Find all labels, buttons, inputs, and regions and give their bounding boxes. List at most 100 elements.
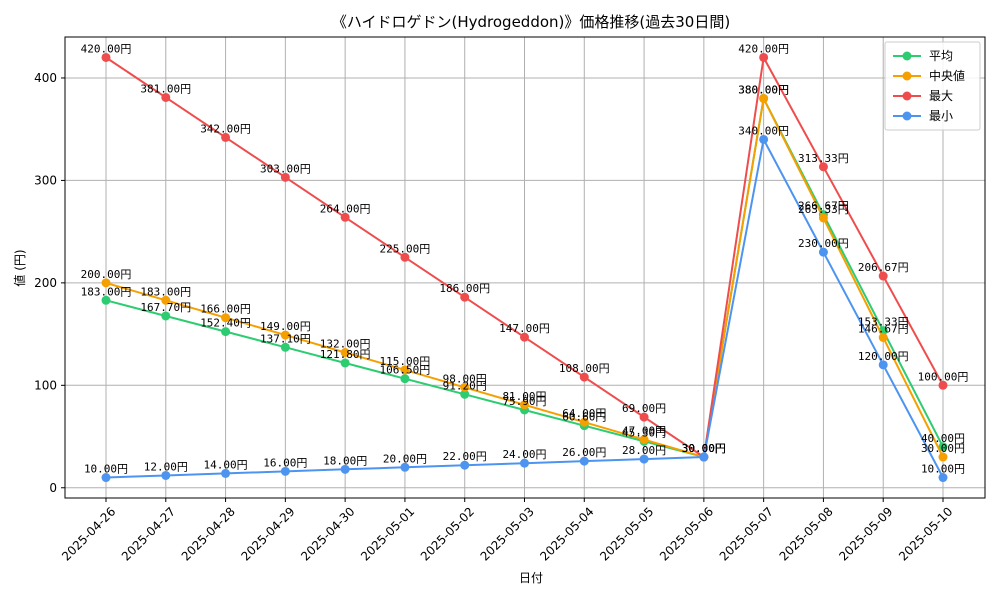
data-label: 166.00円 (200, 303, 251, 316)
data-point (340, 464, 350, 474)
legend-marker (902, 111, 912, 121)
legend-marker (902, 91, 912, 101)
data-point (280, 466, 290, 476)
data-label: 225.00円 (380, 242, 431, 255)
data-label: 45.30円 (622, 426, 666, 439)
data-point (759, 134, 769, 144)
data-point (579, 372, 589, 382)
data-label: 380.00円 (738, 83, 789, 96)
data-point (818, 247, 828, 257)
data-label: 263.33円 (798, 203, 849, 216)
data-label: 91.20円 (443, 379, 487, 392)
data-point (340, 358, 350, 368)
data-point (221, 468, 231, 478)
data-label: 230.00円 (798, 237, 849, 250)
data-label: 26.00円 (562, 446, 606, 459)
data-point (101, 52, 111, 62)
data-point (759, 93, 769, 103)
data-label: 106.50円 (380, 364, 431, 377)
data-label: 120.00円 (858, 350, 909, 363)
data-point (280, 172, 290, 182)
data-label: 380.00円 (738, 83, 789, 96)
data-label: 75.90円 (502, 395, 546, 408)
data-label: 81.00円 (502, 390, 546, 403)
data-point (938, 452, 948, 462)
data-point (400, 252, 410, 262)
data-point (101, 278, 111, 288)
data-label: 121.80円 (320, 348, 371, 361)
data-label: 146.67円 (858, 323, 909, 336)
legend-entry: 最小 (929, 109, 953, 123)
data-label: 100.00円 (918, 370, 969, 383)
data-label: 153.33円 (858, 316, 909, 329)
data-label: 12.00円 (144, 460, 188, 473)
data-label: 14.00円 (204, 458, 248, 471)
data-label: 264.00円 (320, 202, 371, 215)
data-point (699, 452, 709, 462)
data-point (639, 435, 649, 445)
data-label: 20.00円 (383, 452, 427, 465)
data-point (280, 342, 290, 352)
data-point (460, 460, 470, 470)
data-point (161, 311, 171, 321)
legend-entry: 最大 (929, 89, 953, 103)
data-point (878, 271, 888, 281)
data-labels: 183.00円 167.70円 152.40円 137.10円 121.80円 106.5… (81, 42, 969, 475)
legend-entry: 中央値 (929, 68, 965, 83)
data-point (221, 132, 231, 142)
y-tick-label: 200 (34, 276, 57, 290)
data-label: 266.67円 (798, 200, 849, 213)
data-point (460, 382, 470, 392)
data-point (161, 295, 171, 305)
data-point (579, 456, 589, 466)
data-point (759, 52, 769, 62)
data-point (878, 333, 888, 343)
data-point (639, 454, 649, 464)
legend-marker (902, 51, 912, 61)
data-point (221, 313, 231, 323)
y-axis-label: 値 (円) (12, 249, 27, 286)
data-point (520, 458, 529, 468)
data-point (818, 162, 828, 172)
data-label: 10.00円 (921, 463, 965, 476)
data-point (520, 332, 529, 342)
data-label: 30.00円 (682, 442, 726, 455)
data-label: 10.00円 (84, 463, 128, 476)
data-label: 98.00円 (443, 372, 487, 385)
data-point (101, 473, 111, 483)
y-tick-label: 0 (49, 481, 57, 495)
data-label: 108.00円 (559, 362, 610, 375)
data-label: 64.00円 (562, 407, 606, 420)
data-point (460, 292, 470, 302)
data-point (400, 365, 410, 375)
data-label: 22.00円 (443, 450, 487, 463)
data-label: 303.00円 (260, 162, 311, 175)
data-label: 420.00円 (738, 42, 789, 55)
legend-box (884, 41, 981, 131)
chart-title: 《ハイドロゲドン(Hydrogeddon)》価格推移(過去30日間) (332, 13, 730, 31)
data-label: 420.00円 (81, 42, 132, 55)
data-label: 40.00円 (921, 432, 965, 445)
data-label: 30.00円 (682, 442, 726, 455)
legend-entry: 平均 (929, 49, 953, 63)
data-label: 115.00円 (380, 355, 431, 368)
data-label: 69.00円 (622, 402, 666, 415)
y-tick-label: 100 (34, 378, 57, 392)
data-point (161, 470, 171, 480)
data-label: 30.00円 (921, 442, 965, 455)
data-point (639, 412, 649, 422)
data-point (340, 212, 350, 222)
data-point (938, 380, 948, 390)
data-label: 381.00円 (140, 82, 191, 95)
data-point (101, 295, 111, 305)
data-point (938, 473, 948, 483)
data-label: 16.00円 (263, 456, 307, 469)
data-label: 183.00円 (81, 285, 132, 298)
data-label: 186.00円 (439, 282, 490, 295)
data-label: 30.00円 (682, 442, 726, 455)
data-point (400, 374, 410, 384)
data-label: 137.10円 (260, 332, 311, 345)
data-label: 200.00円 (81, 268, 132, 281)
